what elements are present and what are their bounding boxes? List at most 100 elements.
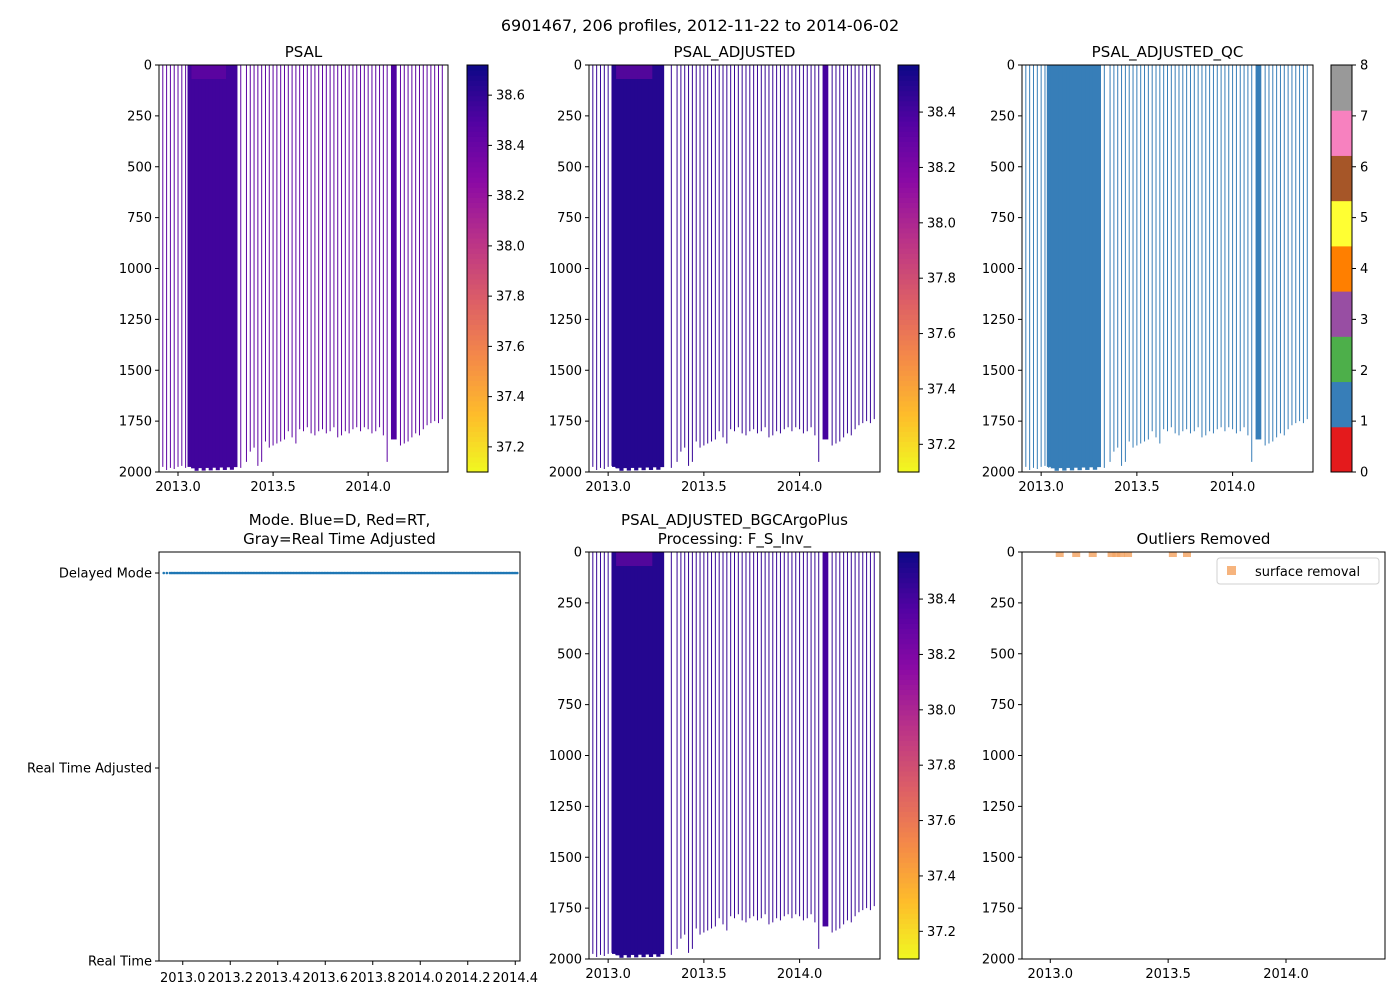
psal-colorbar-step [467,344,488,351]
psal_adjusted-colorbar-step [898,370,919,376]
psal_adjusted-colorbar-step [898,207,919,214]
psal-dense-strip [233,65,238,468]
psal-colorbar-step [467,431,488,437]
psal_bgc-colorbar-label: 38.0 [927,703,956,718]
psal-colorbar-step [467,319,488,326]
psal_bgc-colorbar-step [898,643,919,650]
psal_adjusted_qc-ytick-label: 2000 [982,466,1015,481]
psal_bgc-colorbar-label: 37.8 [927,759,956,774]
psal_bgc-ytick-label: 0 [574,546,582,561]
psal_bgc-surface-band [616,552,653,566]
psal_bgc-colorbar-label: 37.4 [927,869,956,884]
psal_bgc-colorbar-step [898,623,919,629]
outliers-xtick-label: 2014.0 [1263,967,1309,982]
psal_adjusted-colorbar-step [898,222,919,229]
psal-colorbar-step [467,466,488,473]
mode-point [165,571,169,575]
psal-dense-strip [219,65,224,468]
psal_adjusted_qc-dense-strip [1050,65,1056,469]
psal_bgc-colorbar-step [898,806,919,813]
psal_bgc-colorbar-step [898,826,919,833]
psal_adjusted_qc-dense-strip [1096,65,1101,468]
psal_adjusted-colorbar-step [898,354,919,361]
psal_adjusted-colorbar-step [898,248,919,254]
psal-colorbar-step [467,263,488,270]
psal-ytick-label: 1000 [119,262,152,277]
psal_bgc-colorbar-frame [897,551,920,960]
psal-colorbar-step [467,370,488,376]
psal_bgc-colorbar-step [898,592,919,599]
psal_bgc-dense-strip [659,552,665,955]
psal-colorbar-label: 37.8 [496,290,525,305]
outliers-ytick-label: 1250 [982,800,1015,815]
psal_bgc-ytick-label: 1750 [549,902,582,917]
psal-ytick-label: 500 [127,160,152,175]
psal_bgc-colorbar-step [898,714,919,721]
psal_adjusted-ytick-label: 250 [557,109,582,124]
outliers-point [1124,552,1133,558]
psal-colorbar-step [467,75,488,81]
outliers-ytick-label: 1000 [982,749,1015,764]
psal_adjusted-dense-strip [634,65,639,471]
psal-dense-strip [226,65,231,468]
psal-colorbar-step [467,95,488,102]
psal_adjusted-colorbar-label: 37.8 [927,272,956,287]
psal_adjusted-colorbar-step [898,299,919,305]
psal-dense-strip [222,65,227,470]
psal_bgc-colorbar-step [898,679,919,685]
psal_adjusted-colorbar-step [898,166,919,173]
outliers-axes-frame [1021,551,1386,960]
psal_adjusted-dense-strip [626,65,631,471]
psal_adjusted_qc-dense-strip [1069,65,1075,471]
psal-colorbar-step [467,70,488,76]
psal-colorbar-step [467,105,488,112]
psal_bgc-late-block [822,552,829,927]
mode-xtick-label: 2013.8 [350,971,396,986]
psal_bgc-colorbar-step [898,587,919,594]
psal_bgc-colorbar-step [898,669,919,675]
psal-colorbar-step [467,227,488,234]
psal_adjusted_qc-colorbar-band [1331,110,1352,156]
psal_bgc-colorbar-step [898,862,919,869]
psal_adjusted-colorbar-step [898,65,919,71]
psal_bgc-colorbar-step [898,948,919,955]
psal_bgc-ytick-label: 1000 [549,749,582,764]
psal_adjusted-dense-strip [648,65,654,470]
psal-colorbar-step [467,207,488,214]
psal_adjusted-colorbar-step [898,258,919,265]
psal-colorbar-step [467,85,488,92]
psal_adjusted_qc-dense-strip [1092,65,1098,470]
psal-colorbar-step [467,339,488,346]
psal_adjusted-colorbar-label: 37.6 [927,327,956,342]
psal_adjusted_qc-colorbar-frame-top [1330,64,1353,473]
psal-dense-strip [187,65,192,466]
psal_adjusted-colorbar-step [898,293,919,300]
psal-colorbar-step [467,456,488,463]
psal_bgc-ytick-label: 1500 [549,851,582,866]
psal_adjusted-colorbar-step [898,187,919,193]
psal-colorbar-step [467,268,488,275]
psal_bgc-xtick-label: 2013.5 [681,967,727,982]
psal_bgc-colorbar-step [898,831,919,838]
psal_bgc-colorbar-step [898,633,919,640]
mode-xtick-label: 2013.4 [255,971,301,986]
psal-colorbar-step [467,410,488,417]
psal_bgc-title-line2: Processing: F_S_Inv_ [658,530,812,549]
psal-colorbar-step [467,461,488,468]
psal_adjusted-colorbar-step [898,105,919,112]
psal-colorbar-step [467,161,488,168]
psal_adjusted-colorbar-step [898,441,919,448]
psal-colorbar-step [467,156,488,163]
psal_bgc-xtick-label: 2014.0 [777,967,823,982]
psal_adjusted_qc-colorbar-band [1331,245,1352,292]
psal_adjusted-colorbar-step [898,288,919,295]
psal_adjusted-colorbar-step [898,141,919,147]
psal_bgc-colorbar-step [898,836,919,843]
psal_adjusted_qc-ytick-label: 1000 [982,262,1015,277]
psal_bgc-colorbar-step [898,719,919,726]
outliers-point [1183,552,1191,558]
psal_adjusted-dense-strip [630,65,635,468]
psal_adjusted-colorbar-step [898,451,919,458]
psal-colorbar-label: 37.4 [496,390,525,405]
psal-colorbar-step [467,166,488,173]
